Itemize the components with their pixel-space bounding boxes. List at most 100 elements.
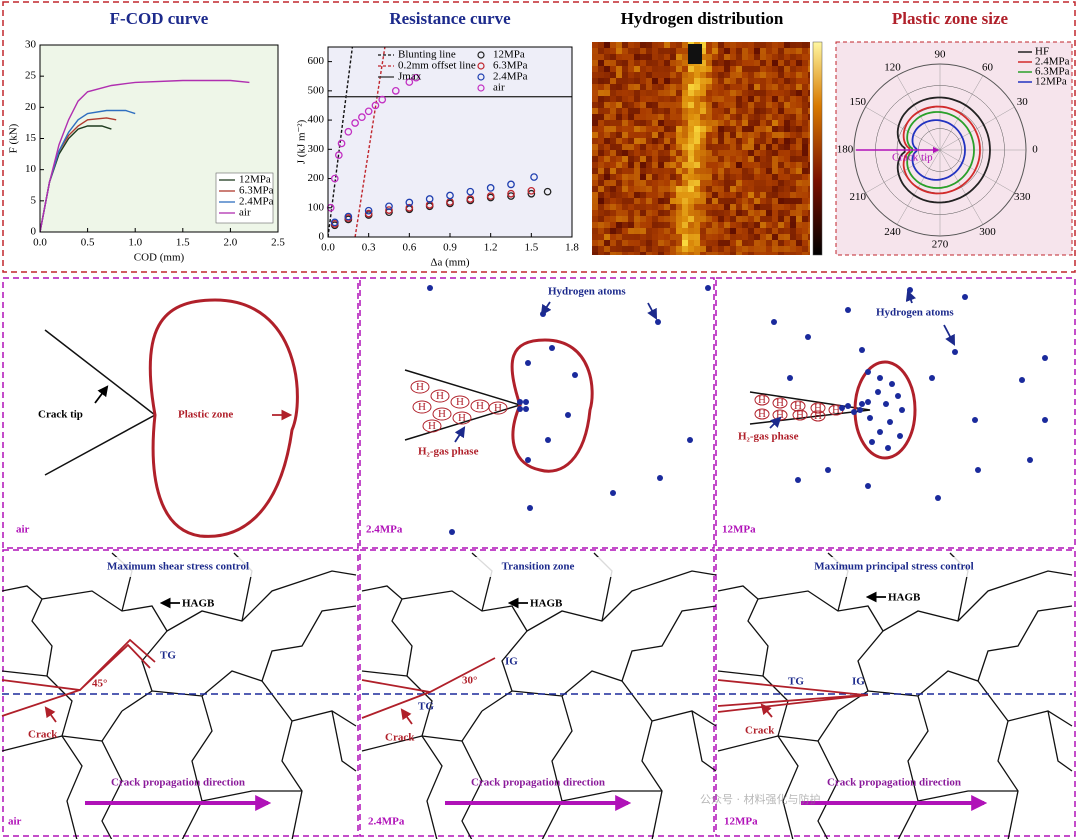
map-cell (706, 108, 712, 114)
map-cell (676, 156, 682, 162)
atom-label: H (758, 394, 766, 406)
map-cell (628, 216, 634, 222)
map-cell (640, 138, 646, 144)
map-cell (790, 66, 796, 72)
map-cell (658, 216, 664, 222)
map-cell (670, 132, 676, 138)
map-cell (682, 162, 688, 168)
map-cell (664, 192, 670, 198)
map-cell (718, 42, 724, 48)
map-cell (628, 252, 634, 255)
map-cell (742, 54, 748, 60)
map-cell (664, 240, 670, 246)
map-cell (718, 198, 724, 204)
map-cell (598, 126, 604, 132)
map-cell (772, 150, 778, 156)
annotation: HAGB (888, 592, 921, 604)
map-cell (724, 90, 730, 96)
map-cell (718, 174, 724, 180)
map-cell (616, 180, 622, 186)
map-cell (772, 102, 778, 108)
h2-molecule (810, 402, 826, 414)
map-cell (664, 120, 670, 126)
map-cell (748, 168, 754, 174)
legend-label: Jmax (398, 71, 422, 83)
map-cell (760, 108, 766, 114)
map-cell (808, 144, 810, 150)
map-cell (610, 234, 616, 240)
x-tick-label: 1.5 (524, 242, 538, 254)
map-cell (742, 168, 748, 174)
map-cell (712, 102, 718, 108)
map-cell (628, 246, 634, 252)
atom-label: H (776, 397, 784, 409)
map-cell (754, 210, 760, 216)
map-cell (658, 66, 664, 72)
map-cell (616, 126, 622, 132)
polar-spoke (939, 149, 984, 225)
map-cell (766, 138, 772, 144)
hydrogen-atom (962, 294, 968, 300)
map-cell (610, 78, 616, 84)
map-cell (640, 54, 646, 60)
atom-label: H (814, 410, 822, 422)
arrow (943, 324, 956, 346)
atom-label: H (494, 402, 502, 414)
data-point (507, 189, 515, 198)
condition-label: 12MPa (722, 524, 756, 536)
map-cell (730, 78, 736, 84)
map-cell (724, 234, 730, 240)
condition-label: 2.4MPa (366, 524, 403, 536)
map-cell (670, 72, 676, 78)
map-cell (772, 90, 778, 96)
map-cell (682, 108, 688, 114)
map-cell (790, 252, 796, 255)
map-cell (808, 174, 810, 180)
map-cell (796, 60, 802, 66)
map-cell (700, 126, 706, 132)
map-cell (664, 126, 670, 132)
map-cell (784, 96, 790, 102)
y-tick-label: 30 (25, 39, 37, 51)
map-cell (622, 126, 628, 132)
map-cell (736, 162, 742, 168)
map-cell (700, 138, 706, 144)
zone-curve (911, 119, 966, 181)
map-cell (700, 210, 706, 216)
map-cell (670, 66, 676, 72)
map-cell (778, 96, 784, 102)
atom-label: H (438, 408, 446, 420)
y-tick-label: 5 (31, 194, 37, 206)
map-cell (802, 192, 808, 198)
map-cell (784, 180, 790, 186)
map-cell (676, 180, 682, 186)
map-cell (634, 54, 640, 60)
map-cell (724, 216, 730, 222)
map-cell (808, 228, 810, 234)
map-cell (694, 240, 700, 246)
map-cell (622, 216, 628, 222)
map-cell (796, 252, 802, 255)
map-cell (742, 150, 748, 156)
map-cell (670, 138, 676, 144)
map-cell (778, 108, 784, 114)
series-line (40, 79, 250, 232)
map-cell (658, 54, 664, 60)
map-cell (790, 150, 796, 156)
map-cell (808, 204, 810, 210)
map-cell (712, 42, 718, 48)
h2-molecule (450, 395, 470, 409)
data-point (344, 127, 353, 136)
map-cell (796, 198, 802, 204)
map-cell (802, 54, 808, 60)
map-cell (748, 222, 754, 228)
map-cell (760, 96, 766, 102)
map-cell (706, 60, 712, 66)
map-cell (730, 108, 736, 114)
map-cell (748, 216, 754, 222)
map-cell (778, 252, 784, 255)
map-cell (760, 66, 766, 72)
map-cell (670, 222, 676, 228)
map-cell (610, 60, 616, 66)
legend-marker (477, 73, 485, 81)
